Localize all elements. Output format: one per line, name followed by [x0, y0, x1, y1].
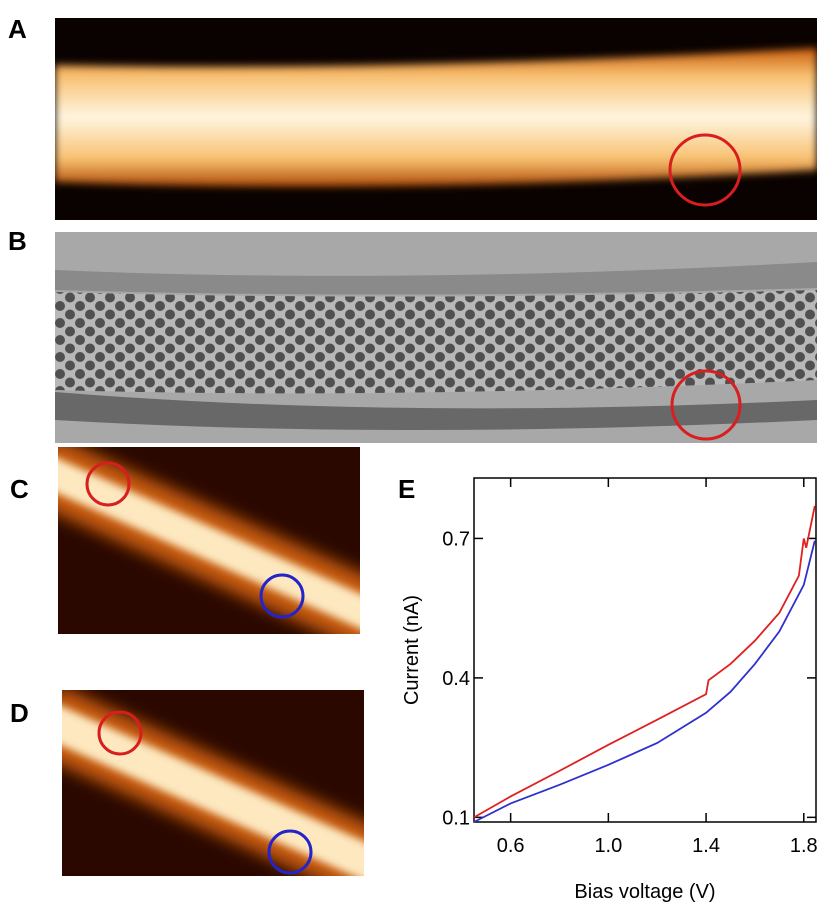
- y-tick-label: 0.4: [442, 668, 470, 690]
- data-line: [473, 540, 816, 823]
- x-tick-label: 1.0: [594, 835, 622, 857]
- x-tick-label: 1.4: [692, 835, 720, 857]
- panel-a-image: [55, 18, 817, 220]
- chart-title: E: [398, 474, 415, 504]
- panel-d-image: [62, 690, 364, 876]
- y-axis-label: Current (nA): [401, 595, 423, 705]
- y-tick-label: 0.1: [442, 807, 470, 829]
- panel-label: B: [8, 226, 27, 256]
- x-tick-label: 0.6: [497, 835, 525, 857]
- panel-b-image: [55, 232, 817, 443]
- plot-frame: [473, 477, 817, 823]
- panel-c-image: [58, 447, 360, 634]
- data-line: [473, 505, 816, 819]
- y-tick-label: 0.7: [442, 528, 470, 550]
- panel-label: A: [8, 14, 27, 44]
- x-tick-label: 1.8: [790, 835, 817, 857]
- panel-label: D: [10, 698, 29, 728]
- x-axis-label: Bias voltage (V): [574, 881, 715, 903]
- panel-label: C: [10, 474, 29, 504]
